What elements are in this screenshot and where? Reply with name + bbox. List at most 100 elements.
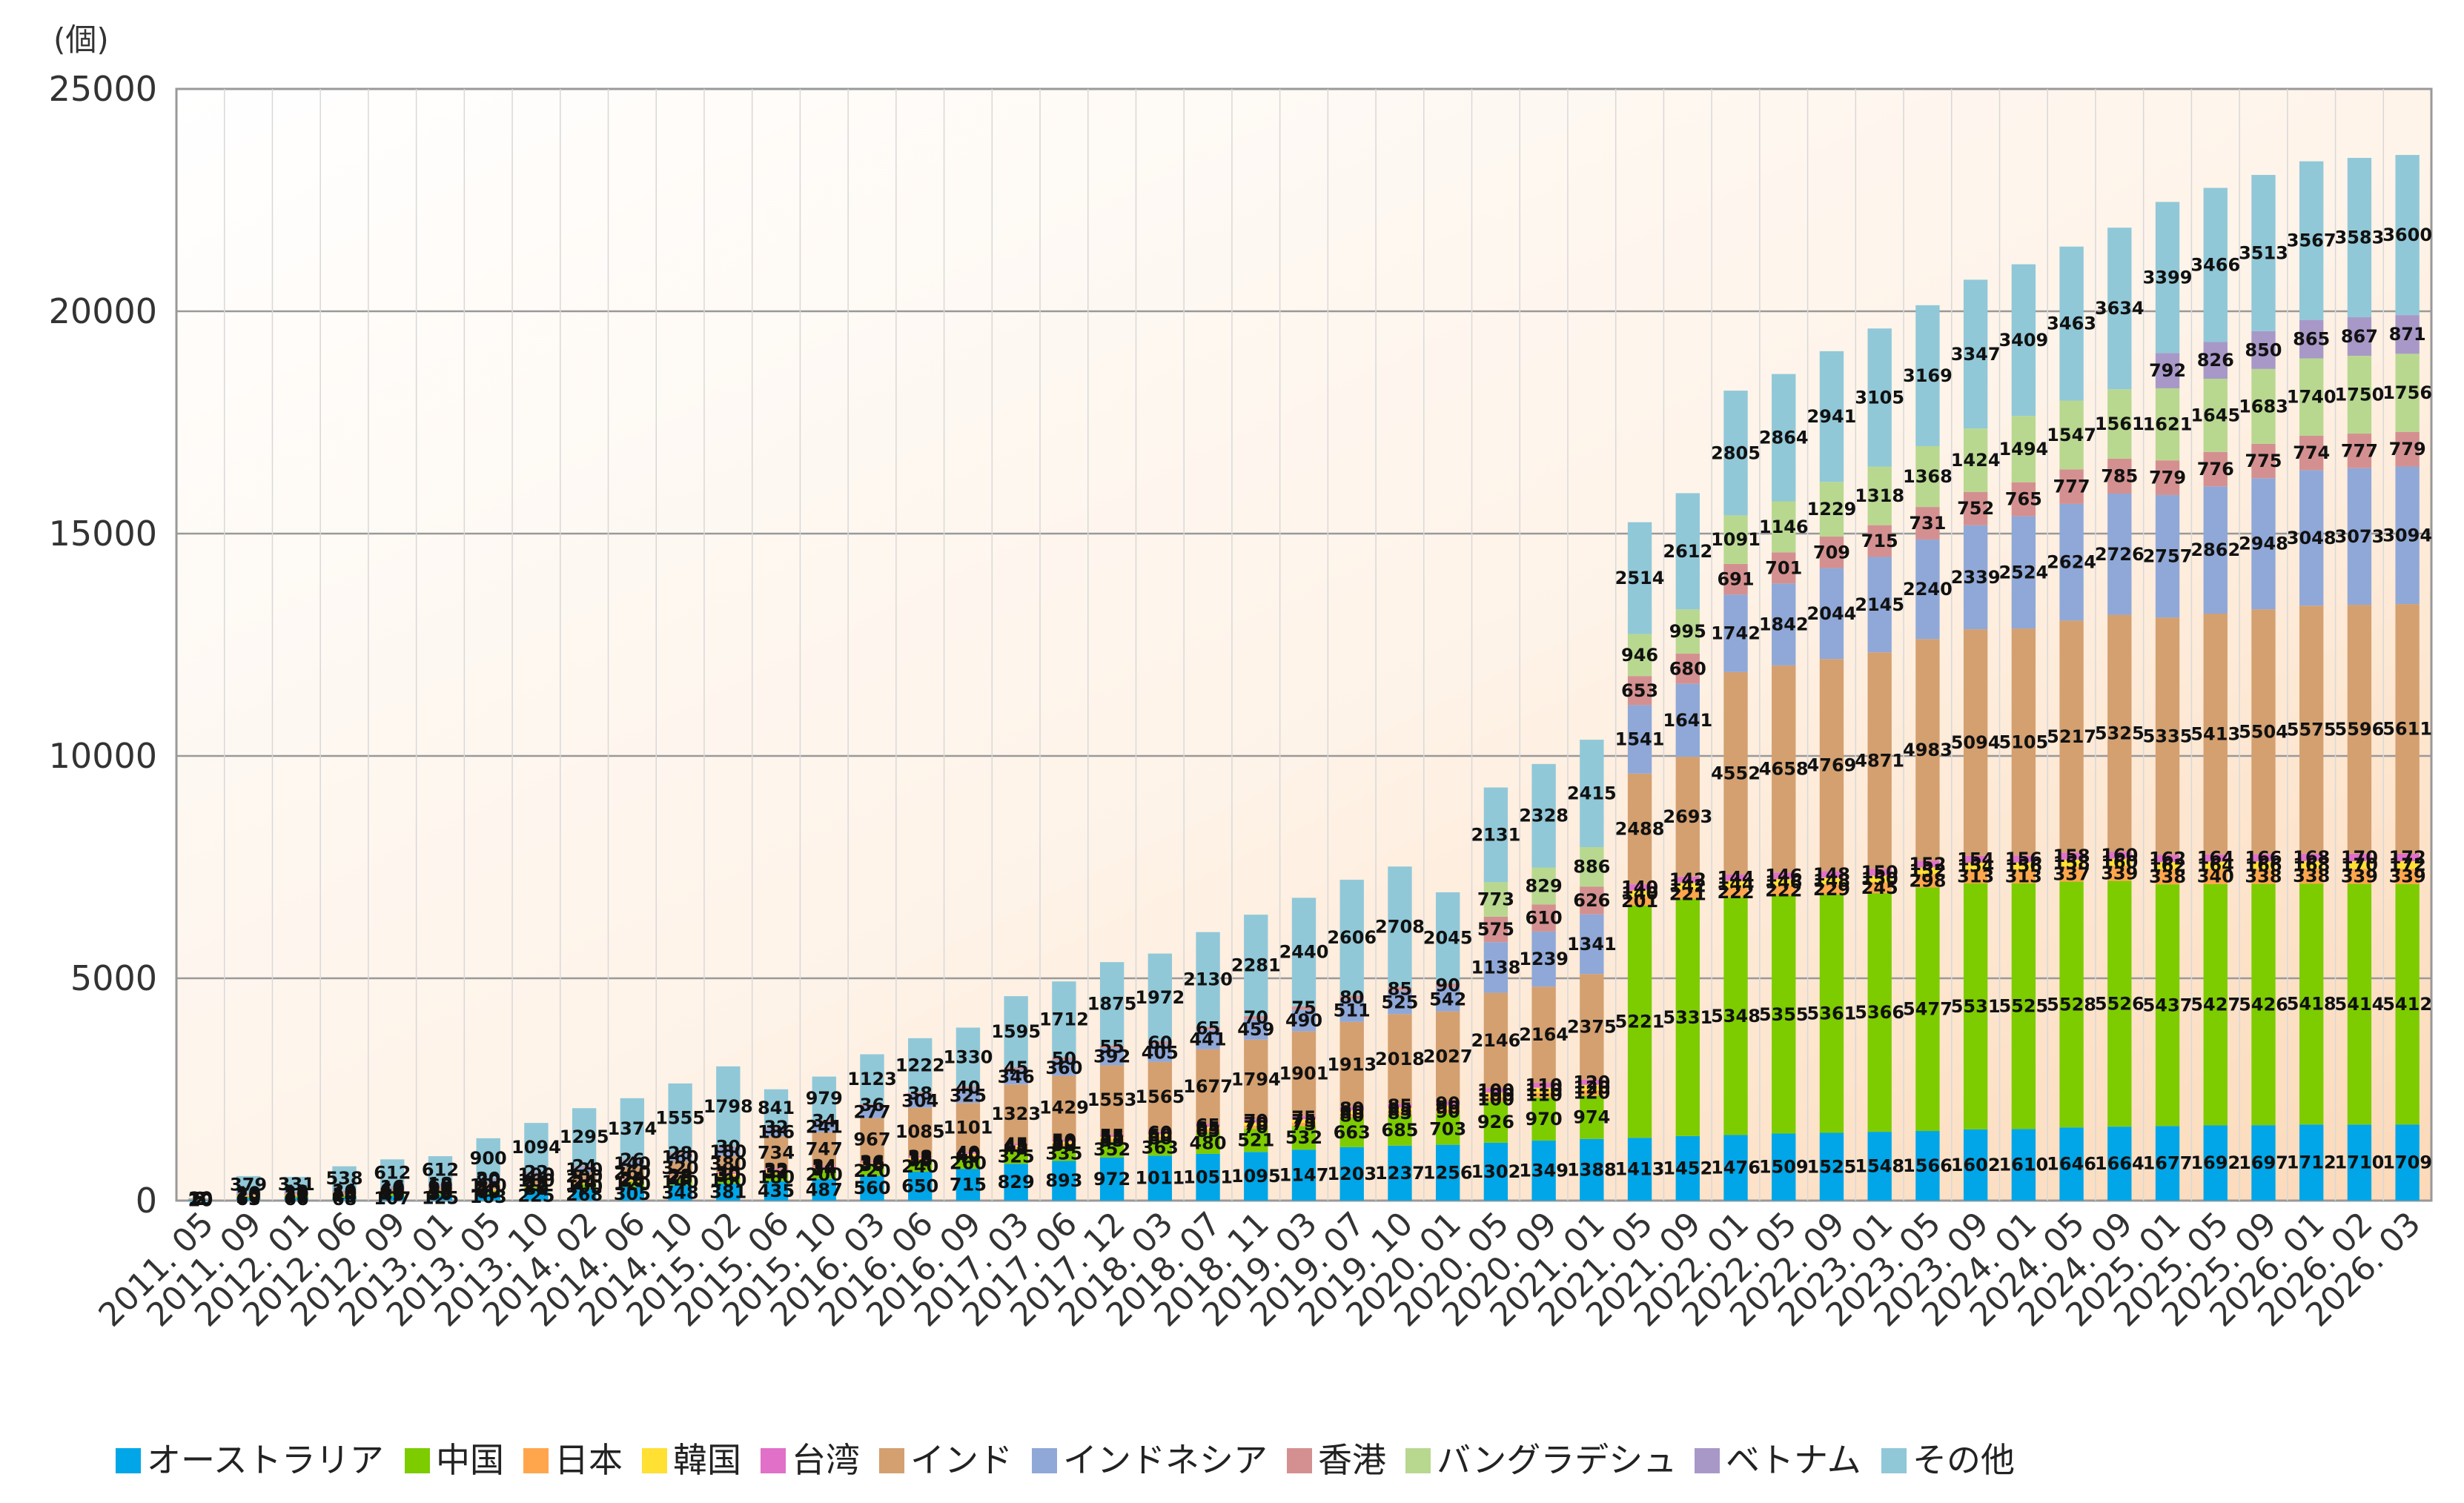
- bar-segment: [524, 1177, 549, 1184]
- data-label: 16: [380, 1181, 405, 1202]
- data-label: 90: [1435, 1101, 1460, 1122]
- data-label: 150: [1861, 862, 1898, 883]
- bar-segment: [620, 1178, 645, 1180]
- data-label: 34: [812, 1110, 836, 1131]
- bar-segment: [1291, 1009, 1317, 1032]
- data-label: 2045: [1423, 927, 1473, 948]
- bar-segment: [620, 1098, 645, 1160]
- data-label: 747: [806, 1138, 843, 1159]
- data-label: 16: [380, 1182, 405, 1203]
- bar-segment: [1339, 1106, 1364, 1111]
- bar-segment: [716, 1172, 741, 1174]
- data-label: 337: [2053, 863, 2090, 884]
- bar-segment: [2347, 883, 2372, 1125]
- data-label: 2440: [1279, 942, 1329, 963]
- data-label: 12: [284, 1186, 308, 1207]
- bar-segment: [1627, 676, 1652, 706]
- bar-segment: [2347, 317, 2372, 356]
- data-label: 22: [524, 1161, 549, 1182]
- data-label: 200: [806, 1164, 843, 1185]
- bar-segment: [668, 1178, 692, 1179]
- data-label: 2726: [2095, 544, 2145, 565]
- bar-segment: [860, 1162, 884, 1165]
- data-label: 5217: [2047, 726, 2096, 747]
- data-label: 1553: [1087, 1089, 1137, 1110]
- data-label: 5331: [1663, 1007, 1712, 1028]
- data-label: 60: [1147, 1125, 1172, 1146]
- bar-segment: [2155, 202, 2180, 354]
- bar-segment: [1627, 905, 1652, 1138]
- data-label: 24: [572, 1173, 596, 1194]
- data-label: 85: [1388, 1095, 1412, 1116]
- data-label: 30: [332, 1181, 357, 1202]
- bar-segment: [1196, 1124, 1220, 1127]
- data-label: 12: [284, 1181, 308, 1202]
- data-label: 2240: [1903, 579, 1953, 600]
- bar-segment: [2203, 883, 2228, 1126]
- bar-segment: [956, 1153, 981, 1156]
- data-label: 66: [284, 1189, 308, 1210]
- data-label: 1094: [511, 1137, 561, 1158]
- data-label: 532: [1285, 1127, 1322, 1148]
- data-label: 160: [2101, 845, 2138, 866]
- bar-segment: [188, 1198, 213, 1199]
- bar-segment: [380, 1159, 405, 1187]
- y-tick-label: 5000: [70, 958, 157, 998]
- bar-segment: [812, 1169, 836, 1179]
- bar-segment: [1339, 1114, 1364, 1118]
- data-label: 1101: [944, 1117, 993, 1138]
- bar-segment: [1580, 1090, 1604, 1096]
- bar-segment: [236, 1198, 261, 1201]
- data-label: 45: [1004, 1136, 1028, 1157]
- bar-segment: [1819, 351, 1844, 482]
- bar-segment: [1483, 787, 1508, 883]
- bar-segment: [716, 1176, 741, 1184]
- data-label: 50: [1052, 1135, 1076, 1155]
- legend-label: バングラデシュ: [1437, 1440, 1677, 1480]
- bar-segment: [668, 1152, 692, 1154]
- bar-segment: [764, 1136, 789, 1169]
- bar-segment: [2011, 862, 2036, 870]
- bar-segment: [2107, 614, 2132, 852]
- data-label: 14: [332, 1180, 357, 1201]
- data-label: 1091: [1711, 529, 1761, 550]
- data-label: 4769: [1807, 754, 1857, 775]
- bar-segment: [908, 1155, 933, 1158]
- bar-segment: [1819, 568, 1844, 660]
- data-label: 180: [709, 1141, 746, 1162]
- data-label: 4552: [1711, 763, 1761, 783]
- data-label: 1509: [1759, 1157, 1809, 1178]
- data-label: 4658: [1759, 759, 1809, 780]
- data-label: 172: [2389, 847, 2426, 868]
- data-label: 80: [524, 1178, 549, 1199]
- data-label: 1756: [2382, 382, 2432, 403]
- bar-segment: [1435, 983, 1460, 988]
- data-label: 841: [758, 1098, 795, 1118]
- bar-segment: [284, 1192, 308, 1195]
- data-label: 70: [1244, 1117, 1268, 1138]
- data-label: 2375: [1567, 1016, 1617, 1037]
- data-label: 313: [1957, 866, 1994, 887]
- data-label: 480: [1189, 1133, 1226, 1154]
- bar-segment: [620, 1187, 645, 1201]
- data-label: 45: [1004, 1138, 1028, 1158]
- bar-segment: [2155, 884, 2180, 1127]
- bar-segment: [2251, 331, 2276, 369]
- data-label: 2164: [1519, 1024, 1569, 1045]
- data-label: 50: [1052, 1130, 1076, 1151]
- bar-segment: [524, 1186, 549, 1187]
- bar-segment: [2395, 466, 2420, 605]
- bar-segment: [860, 1161, 884, 1163]
- data-label: 779: [2149, 468, 2186, 488]
- legend-swatch: [405, 1448, 430, 1473]
- bar-segment: [1052, 1139, 1076, 1142]
- data-label: 40: [956, 1146, 980, 1167]
- bar-segment: [1915, 867, 1940, 875]
- data-label: 26: [620, 1169, 644, 1190]
- bar-segment: [1004, 1066, 1028, 1069]
- bar-segment: [668, 1153, 692, 1161]
- data-label: 30: [716, 1164, 741, 1185]
- data-label: 152: [1909, 860, 1946, 881]
